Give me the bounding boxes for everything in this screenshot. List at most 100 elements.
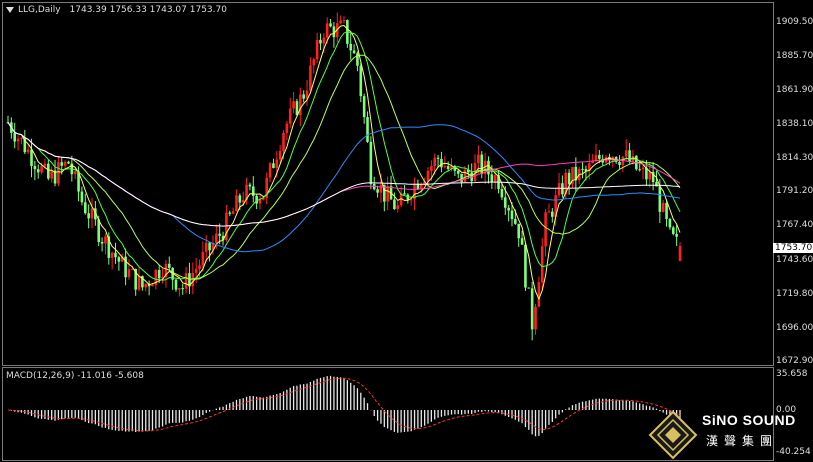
candle-body xyxy=(201,251,205,266)
candle-body xyxy=(167,263,171,268)
candle-body xyxy=(507,207,510,211)
candle-body xyxy=(117,257,121,262)
price-tick-label: 1743.60 xyxy=(776,254,813,265)
candle-body xyxy=(581,168,584,170)
ohlc-values: 1743.39 1756.33 1743.07 1753.70 xyxy=(69,5,227,15)
candle-body xyxy=(352,50,356,54)
candle-body xyxy=(430,166,433,171)
candle-body xyxy=(161,277,164,279)
candle-body xyxy=(366,117,369,142)
candle-body xyxy=(251,186,255,196)
candle-body xyxy=(419,184,423,190)
candle-body xyxy=(144,283,148,288)
candle-body xyxy=(258,199,262,204)
candle-body xyxy=(409,199,413,201)
candle-body xyxy=(218,233,221,236)
candle-body xyxy=(530,288,534,330)
candle-body xyxy=(124,256,127,278)
candle-body xyxy=(554,195,557,217)
candle-body xyxy=(463,169,467,183)
candle-body xyxy=(285,123,289,133)
candle-body xyxy=(278,150,282,160)
candle-body xyxy=(487,160,490,175)
candle-body xyxy=(611,156,615,160)
candle-body xyxy=(514,219,517,224)
candle-body xyxy=(191,272,195,287)
candle-body xyxy=(651,172,655,182)
candle-body xyxy=(30,149,33,167)
candle-body xyxy=(648,172,652,180)
price-tick-label: 1767.40 xyxy=(776,220,813,231)
chevron-down-icon[interactable] xyxy=(6,6,14,13)
candle-body xyxy=(598,155,601,159)
macd-label: MACD(12,26,9) -11.016 -5.608 xyxy=(6,371,144,381)
candle-body xyxy=(208,242,211,251)
candle-body xyxy=(67,161,70,164)
candle-body xyxy=(90,208,94,219)
candle-body xyxy=(483,160,487,174)
candle-body xyxy=(73,171,77,175)
candle-body xyxy=(638,169,641,171)
candle-body xyxy=(241,200,245,203)
candle-body xyxy=(503,197,507,208)
candle-body xyxy=(312,59,316,66)
candle-body xyxy=(178,288,181,290)
candle-body xyxy=(305,90,309,99)
candle-body xyxy=(665,202,668,219)
candle-body xyxy=(356,53,359,66)
candle-body xyxy=(403,193,406,195)
candle-body xyxy=(675,233,678,237)
candle-body xyxy=(319,39,322,44)
candle-body xyxy=(399,193,403,206)
candle-body xyxy=(480,154,484,174)
candle-body xyxy=(255,195,258,204)
candle-body xyxy=(396,205,400,210)
candle-body xyxy=(299,94,302,115)
candle-body xyxy=(198,265,201,270)
candle-body xyxy=(587,163,591,172)
candle-body xyxy=(309,65,312,91)
candle-body xyxy=(325,23,329,38)
candle-body xyxy=(443,166,447,168)
price-tick-label: 1814.30 xyxy=(776,153,813,164)
candle-body xyxy=(671,227,675,234)
candle-body xyxy=(141,276,144,288)
candle-body xyxy=(433,157,437,167)
price-tick-label: 1861.90 xyxy=(776,84,813,95)
candle-body xyxy=(436,157,440,159)
candle-body xyxy=(477,154,480,164)
candle-body xyxy=(423,181,426,185)
candle-body xyxy=(20,137,23,139)
candle-body xyxy=(53,170,57,184)
candle-body xyxy=(339,20,342,24)
candle-body xyxy=(268,163,272,178)
candle-body xyxy=(564,172,568,195)
last-price-marker: 1753.70 xyxy=(773,243,813,253)
candle-body xyxy=(678,246,682,261)
price-tick-label: 1719.80 xyxy=(776,288,813,299)
candle-body xyxy=(265,177,269,198)
candle-body xyxy=(349,43,353,51)
macd-tick-bottom: -40.254 xyxy=(776,447,811,457)
candle-body xyxy=(87,213,90,219)
candle-body xyxy=(60,162,64,166)
candle-body xyxy=(231,211,235,214)
candle-body xyxy=(658,186,662,212)
candle-body xyxy=(107,236,111,258)
candle-body xyxy=(26,149,30,153)
candle-body xyxy=(524,244,527,288)
price-tick-label: 1791.20 xyxy=(776,186,813,197)
candle-body xyxy=(40,166,43,173)
price-tick-label: 1885.70 xyxy=(776,50,813,61)
candle-body xyxy=(534,306,537,330)
candle-body xyxy=(655,181,658,187)
candle-body xyxy=(369,141,373,184)
candle-body xyxy=(315,39,319,60)
price-tick-label: 1696.00 xyxy=(776,322,813,333)
candle-body xyxy=(275,159,279,169)
candle-body xyxy=(292,101,295,109)
candle-body xyxy=(16,138,20,142)
candle-body xyxy=(520,238,524,245)
candle-body xyxy=(362,96,366,118)
